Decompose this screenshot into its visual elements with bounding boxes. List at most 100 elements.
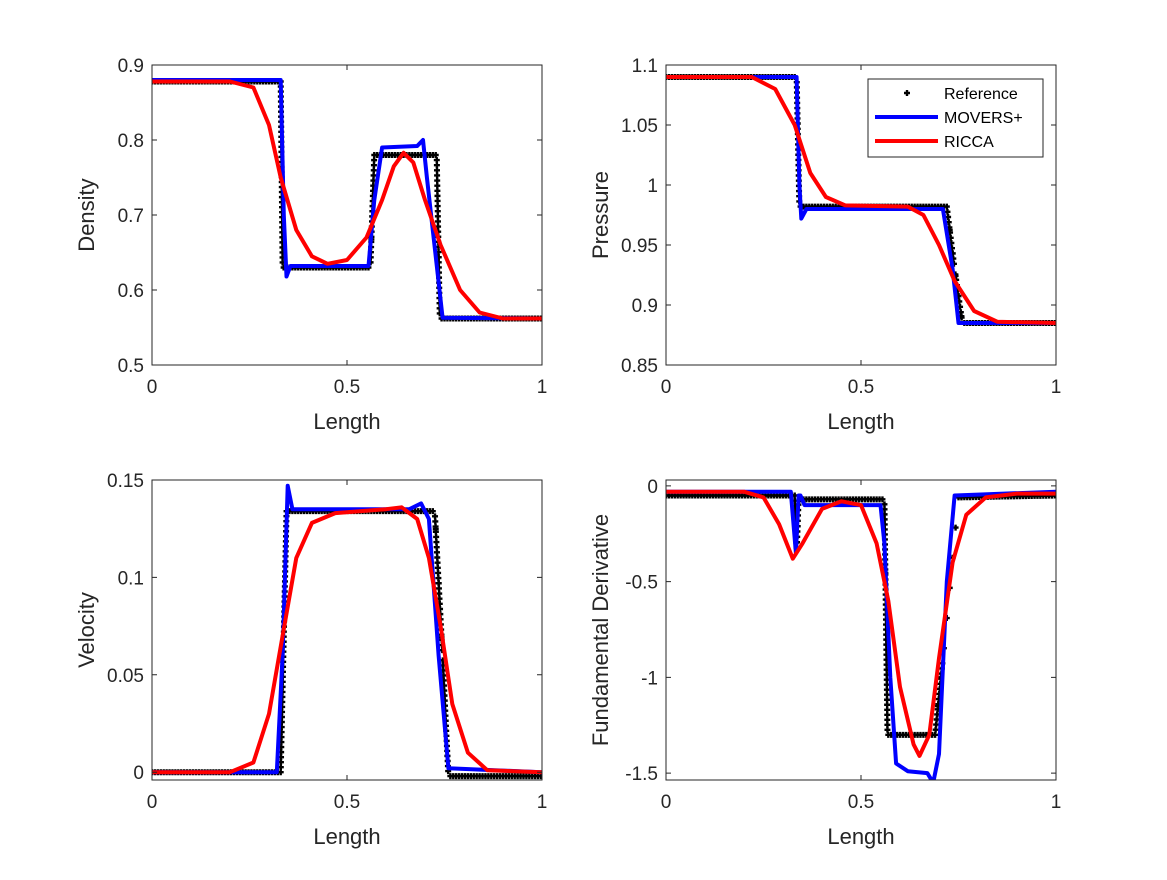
plot-area xyxy=(666,74,1056,326)
reference-marker xyxy=(433,162,440,169)
y-tick-label: -0.5 xyxy=(625,573,658,594)
y-tick-label: 0.9 xyxy=(118,56,144,77)
reference-marker xyxy=(371,157,378,164)
legend-marker-icon xyxy=(904,90,910,96)
reference-marker xyxy=(432,152,439,158)
reference-marker xyxy=(429,508,436,515)
y-tick-label: 0.9 xyxy=(632,296,658,317)
plot-area xyxy=(152,78,542,322)
x-axis-label: Length xyxy=(827,409,894,434)
y-axis-label: Density xyxy=(74,178,99,251)
reference-marker xyxy=(370,167,377,174)
legend-entry: RICCA xyxy=(944,134,994,151)
y-tick-label: 0.8 xyxy=(118,131,144,152)
y-tick-label: 0.1 xyxy=(118,568,144,589)
reference-marker xyxy=(434,182,441,189)
reference-marker xyxy=(933,721,940,728)
x-tick-label: 0.5 xyxy=(334,377,360,398)
reference-marker xyxy=(884,701,891,708)
x-tick-label: 0.5 xyxy=(848,792,874,813)
reference-marker xyxy=(434,208,441,215)
y-axis-label: Velocity xyxy=(74,592,99,668)
series-ricca-line xyxy=(152,505,542,775)
reference-marker xyxy=(434,554,441,561)
x-tick-label: 1 xyxy=(1051,792,1062,813)
reference-marker xyxy=(432,513,439,520)
y-tick-label: 0 xyxy=(647,477,658,498)
x-tick-label: 0 xyxy=(661,792,672,813)
reference-marker xyxy=(436,590,443,597)
reference-marker xyxy=(881,501,888,508)
y-tick-label: 1.1 xyxy=(632,56,658,77)
y-tick-label: 0.15 xyxy=(107,471,144,492)
y-tick-label: 0.7 xyxy=(118,206,144,227)
y-tick-label: 1.05 xyxy=(621,116,658,137)
reference-marker xyxy=(884,711,891,718)
legend-entry: MOVERS+ xyxy=(944,110,1023,127)
reference-marker xyxy=(435,585,442,592)
reference-marker xyxy=(434,177,441,184)
reference-marker xyxy=(433,539,440,546)
y-tick-label: -1 xyxy=(641,668,658,689)
reference-marker xyxy=(433,167,440,174)
series-ricca-line xyxy=(666,75,1056,325)
y-tick-label: 0.5 xyxy=(118,356,144,377)
x-tick-label: 0 xyxy=(147,792,158,813)
reference-marker xyxy=(435,575,442,582)
series-reference-markers xyxy=(152,508,542,780)
series-reference-markers xyxy=(666,492,1056,738)
legend: Reference MOVERS+ RICCA xyxy=(867,78,1044,158)
subplot-2: 0 0.5 1 0.85 0.9 0.95 1 1.05 1.1 Length Pressure Re… xyxy=(588,56,1061,434)
reference-marker xyxy=(884,706,891,713)
reference-marker xyxy=(879,496,886,503)
reference-marker xyxy=(943,203,950,210)
reference-marker xyxy=(884,721,891,728)
reference-marker xyxy=(434,213,441,220)
subplot-3: 0 0.5 1 0 0.05 0.1 0.15 Length Velocity xyxy=(74,471,547,849)
reference-marker xyxy=(435,569,442,576)
reference-marker xyxy=(432,528,439,535)
y-tick-label: 0 xyxy=(133,763,144,784)
reference-marker xyxy=(370,172,377,179)
legend-entry: Reference xyxy=(944,86,1018,103)
series-ricca-line xyxy=(152,79,542,321)
axes-box xyxy=(151,479,543,781)
y-axis-label: Fundamental Derivative xyxy=(588,514,613,746)
subplot-4: 0 0.5 1 -1.5 -1 -0.5 0 Length Fundamental Deriva… xyxy=(588,477,1061,849)
series-movers-line xyxy=(152,78,542,321)
x-axis-label: Length xyxy=(827,824,894,849)
x-tick-label: 0.5 xyxy=(334,792,360,813)
y-tick-label: 0.05 xyxy=(107,666,144,687)
series-movers-line xyxy=(666,489,1056,780)
reference-marker xyxy=(434,187,441,194)
reference-marker xyxy=(435,580,442,587)
x-tick-label: 0 xyxy=(147,377,158,398)
reference-marker xyxy=(434,172,441,179)
y-tick-label: 0.6 xyxy=(118,281,144,302)
series-movers-line xyxy=(152,483,542,775)
reference-marker xyxy=(883,686,890,693)
y-tick-label: -1.5 xyxy=(625,764,658,785)
y-tick-label: 0.95 xyxy=(621,236,658,257)
series-movers-line xyxy=(666,75,1056,325)
plot-area xyxy=(666,489,1056,780)
reference-marker xyxy=(944,208,951,215)
reference-marker xyxy=(434,218,441,225)
reference-marker xyxy=(884,696,891,703)
reference-marker xyxy=(433,157,440,164)
reference-marker xyxy=(434,203,441,210)
x-axis-label: Length xyxy=(313,409,380,434)
reference-marker xyxy=(432,523,439,530)
reference-marker xyxy=(884,716,891,723)
reference-marker xyxy=(434,564,441,571)
y-tick-label: 0.85 xyxy=(621,356,658,377)
reference-marker xyxy=(370,162,377,169)
reference-marker xyxy=(883,691,890,698)
y-tick-label: 1 xyxy=(647,176,658,197)
x-tick-label: 1 xyxy=(1051,377,1062,398)
reference-marker xyxy=(884,726,891,733)
y-axis-label: Pressure xyxy=(588,171,613,259)
x-tick-label: 0 xyxy=(661,377,672,398)
reference-marker xyxy=(433,544,440,551)
